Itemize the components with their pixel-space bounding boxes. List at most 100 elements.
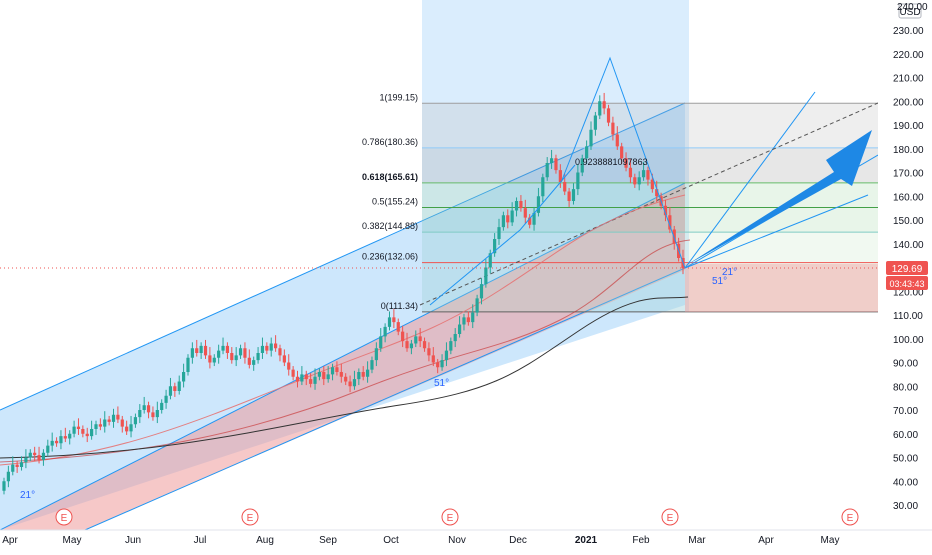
x-tick-label: Aug xyxy=(256,535,274,546)
fib-level-label: 1(199.15) xyxy=(379,92,418,102)
candle-body xyxy=(589,129,593,147)
candle-body xyxy=(269,343,273,351)
candle-body xyxy=(317,372,322,377)
candle-body xyxy=(361,372,365,377)
candle-body xyxy=(2,481,6,491)
candle-body xyxy=(549,158,554,163)
blue-channel-fill xyxy=(0,103,685,530)
candle-body xyxy=(580,158,584,173)
y-tick-label: 190.00 xyxy=(893,121,924,132)
y-tick-label: 210.00 xyxy=(893,74,924,85)
earnings-marker[interactable] xyxy=(55,508,73,526)
y-tick-label: 90.00 xyxy=(893,359,918,370)
candle-body xyxy=(436,362,440,368)
fib-zone xyxy=(422,147,878,183)
candle-body xyxy=(541,177,545,197)
time-axis[interactable]: Apr May Jun Jul Aug Sep Oct Nov Dec 2021 Feb Mar Apr… xyxy=(2,535,839,546)
candle-body xyxy=(602,101,606,109)
candle-body xyxy=(418,336,422,342)
earnings-marker[interactable] xyxy=(441,508,459,526)
candle-body xyxy=(138,410,142,418)
angle-label-1: 21° xyxy=(20,490,35,501)
projection-arrow xyxy=(685,130,872,266)
y-tick-label: 30.00 xyxy=(893,501,918,512)
currency-badge[interactable]: USD xyxy=(898,3,922,19)
earnings-marker[interactable] xyxy=(241,508,259,526)
angle-label-4: 51° xyxy=(712,276,727,287)
candle-body xyxy=(19,462,24,467)
candle-body xyxy=(655,189,659,197)
earnings-marker[interactable] xyxy=(841,508,859,526)
candle-body xyxy=(155,410,159,418)
fan-line-2 xyxy=(684,194,869,269)
x-tick-label: Apr xyxy=(2,535,18,546)
candle-body xyxy=(383,326,387,337)
candle-body xyxy=(195,348,199,353)
y-tick-label: 170.00 xyxy=(893,169,924,180)
candle-body xyxy=(295,376,300,382)
candle-body xyxy=(637,177,641,185)
candle-body xyxy=(593,115,597,130)
y-tick-label: 100.00 xyxy=(893,335,924,346)
angle-label-2: 51° xyxy=(434,378,449,389)
candle-body xyxy=(54,440,59,444)
candle-body xyxy=(554,158,558,171)
earnings-marker[interactable] xyxy=(661,508,679,526)
candle-body xyxy=(168,386,173,396)
candle-body xyxy=(506,215,510,223)
candle-body xyxy=(260,345,265,353)
candle-body xyxy=(309,379,313,384)
earnings-marker-label: E xyxy=(61,513,68,524)
candle-body xyxy=(326,374,330,380)
y-top-label: 240.00 xyxy=(897,2,928,13)
candle-body xyxy=(304,374,308,380)
candle-body xyxy=(46,445,50,453)
candle-body xyxy=(142,405,146,410)
candle-body xyxy=(274,343,278,349)
candle-body xyxy=(606,108,611,123)
earnings-marker-label: E xyxy=(667,513,674,524)
candle-body xyxy=(151,412,155,418)
y-tick-label: 120.00 xyxy=(893,287,924,298)
candle-body xyxy=(615,134,619,147)
candle-body xyxy=(72,426,76,434)
candle-body xyxy=(532,212,536,225)
candle-body xyxy=(120,419,124,427)
candle-body xyxy=(212,357,216,363)
earnings-marker-label: E xyxy=(447,513,454,524)
candle-body xyxy=(85,433,89,437)
candle-body xyxy=(133,417,138,425)
y-tick-label: 230.00 xyxy=(893,26,924,37)
y-tick-label: 160.00 xyxy=(893,192,924,203)
y-tick-label: 60.00 xyxy=(893,430,918,441)
candle-body xyxy=(510,210,514,223)
candle-body xyxy=(348,381,352,387)
candle-body xyxy=(598,101,602,116)
candle-body xyxy=(370,360,374,370)
candle-body xyxy=(230,353,234,361)
zigzag-line-2 xyxy=(429,164,576,306)
price-axis[interactable]: 30.00 40.00 50.00 60.00 70.00 80.00 90.00 100.0… xyxy=(893,26,924,512)
x-tick-label: May xyxy=(63,535,82,546)
candle-body xyxy=(422,341,427,349)
candle-body xyxy=(484,267,488,285)
candle-body xyxy=(624,158,628,168)
x-tick-label: 2021 xyxy=(575,535,598,546)
candle-body xyxy=(125,426,129,432)
x-tick-label: May xyxy=(821,535,840,546)
candle-body xyxy=(221,345,225,351)
candle-body xyxy=(190,348,194,358)
candle-body xyxy=(225,345,230,353)
candle-body xyxy=(668,215,672,230)
candle-body xyxy=(352,379,357,387)
candle-body xyxy=(28,452,32,458)
candle-body xyxy=(6,471,10,482)
candle-body xyxy=(98,424,102,427)
x-tick-label: Nov xyxy=(448,535,466,546)
candle-body xyxy=(203,345,208,356)
price-tag: 129.69 03:43:43 xyxy=(886,261,928,290)
zigzag-line xyxy=(561,56,686,269)
candle-body xyxy=(330,367,335,375)
